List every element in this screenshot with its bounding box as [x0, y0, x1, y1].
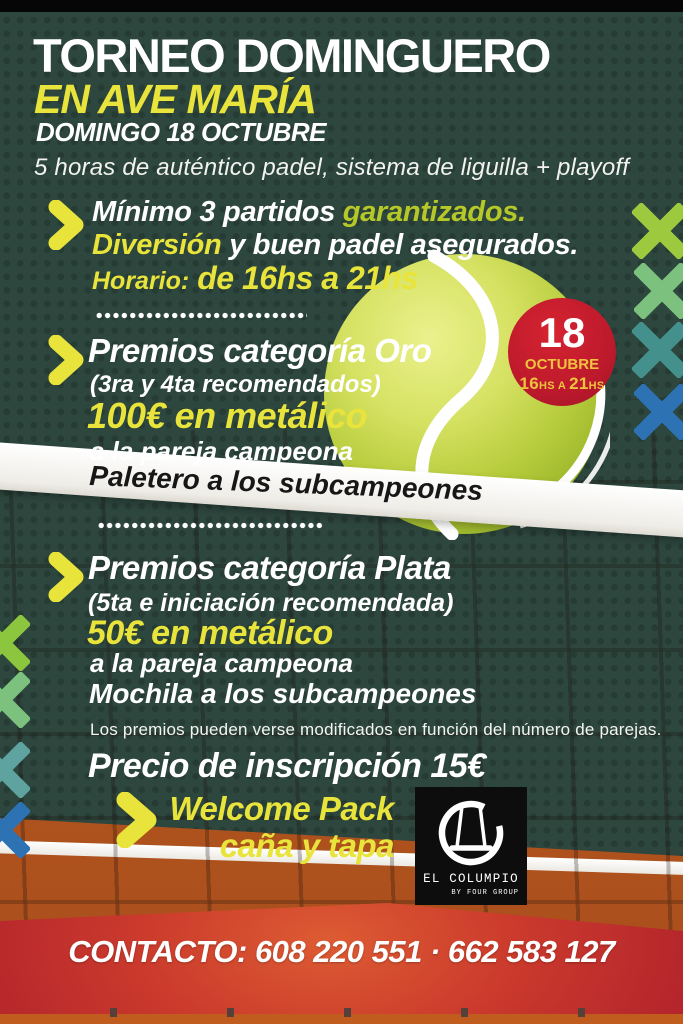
edge-x-chevron-icon: [632, 322, 683, 378]
badge-time-hour2: 21: [569, 374, 589, 393]
gold-prize-note: a la pareja campeona: [90, 436, 354, 466]
edge-x-chevron-icon: [0, 672, 30, 728]
welcome-pack-line1: Welcome Pack: [169, 790, 394, 827]
welcome-pack-line2: caña y tapa: [219, 827, 395, 864]
schedule-line: Horario: de 16hs a 21hs: [92, 260, 418, 297]
poster-title: TORNEO DOMINGUERO: [33, 29, 551, 82]
edge-x-chevron-icon: [634, 263, 683, 319]
bullet-chevron-icon: [48, 335, 84, 385]
silver-prize-note: a la pareja campeona: [90, 648, 354, 678]
intro-line2-white: y buen padel asegurados.: [229, 229, 579, 261]
gold-heading: Premios categoría Oro: [88, 332, 432, 369]
silver-subheading: (5ta e iniciación recomendada): [88, 589, 454, 617]
intro-line2: Diversión y buen padel asegurados.: [92, 229, 578, 262]
gold-prize: 100€ en metálico: [87, 395, 368, 436]
edge-x-chevron-icon: [0, 615, 30, 671]
bottom-orange-strip: [0, 1014, 683, 1024]
net-posts: [0, 1008, 683, 1017]
intro-line1: Mínimo 3 partidos garantizados.: [92, 196, 526, 229]
poster-date: DOMINGO 18 OCTUBRE: [36, 117, 327, 147]
logo-tagline: BY FOUR GROUP: [451, 889, 519, 897]
date-badge: 18 OCTUBRE 16HS A 21HS: [508, 298, 616, 406]
dotted-separator-1: [95, 312, 307, 319]
silver-heading: Premios categoría Plata: [88, 549, 451, 586]
schedule-label: Horario:: [92, 267, 190, 295]
poster-tagline: 5 horas de auténtico padel, sistema de l…: [34, 154, 630, 181]
badge-time: 16HS A 21HS: [520, 375, 605, 392]
poster-subtitle: EN AVE MARÍA: [34, 76, 317, 122]
bullet-chevron-icon: [48, 552, 84, 602]
edge-x-chevron-icon: [0, 802, 30, 858]
welcome-pack-block: Welcome Pack caña y tapa: [158, 790, 394, 864]
top-black-bar: [0, 0, 683, 12]
silver-prize: 50€ en metálico: [87, 614, 333, 652]
gold-subheading: (3ra y 4ta recomendados): [90, 371, 381, 398]
bullet-chevron-icon: [48, 200, 84, 250]
badge-time-sep: HS A: [539, 380, 570, 392]
silver-runner-up: Mochila a los subcampeones: [89, 678, 477, 709]
badge-time-suffix: HS: [588, 380, 605, 392]
badge-day: 18: [538, 309, 586, 356]
edge-x-chevron-icon: [634, 384, 683, 440]
contact-line: CONTACTO: 608 220 551 · 662 583 127: [68, 934, 615, 969]
badge-time-hour1: 16: [519, 374, 540, 393]
intro-line1-lime: garantizados.: [342, 196, 526, 228]
price-line: Precio de inscripción 15€: [88, 747, 486, 785]
edge-x-chevron-icon: [632, 203, 683, 259]
el-columpio-logo: EL COLUMPIO BY FOUR GROUP: [415, 787, 527, 905]
edge-x-chevron-icon: [0, 742, 30, 798]
dotted-separator-2: [97, 522, 323, 529]
intro-line1-white: Mínimo 3 partidos: [92, 196, 343, 228]
schedule-value: de 16hs a 21hs: [197, 260, 418, 296]
prizes-disclaimer: Los premios pueden verse modificados en …: [90, 720, 662, 739]
intro-line2-yellow: Diversión: [92, 229, 230, 261]
logo-name: EL COLUMPIO: [423, 872, 519, 886]
bullet-chevron-icon: [116, 792, 157, 848]
badge-month: OCTUBRE: [524, 356, 600, 373]
